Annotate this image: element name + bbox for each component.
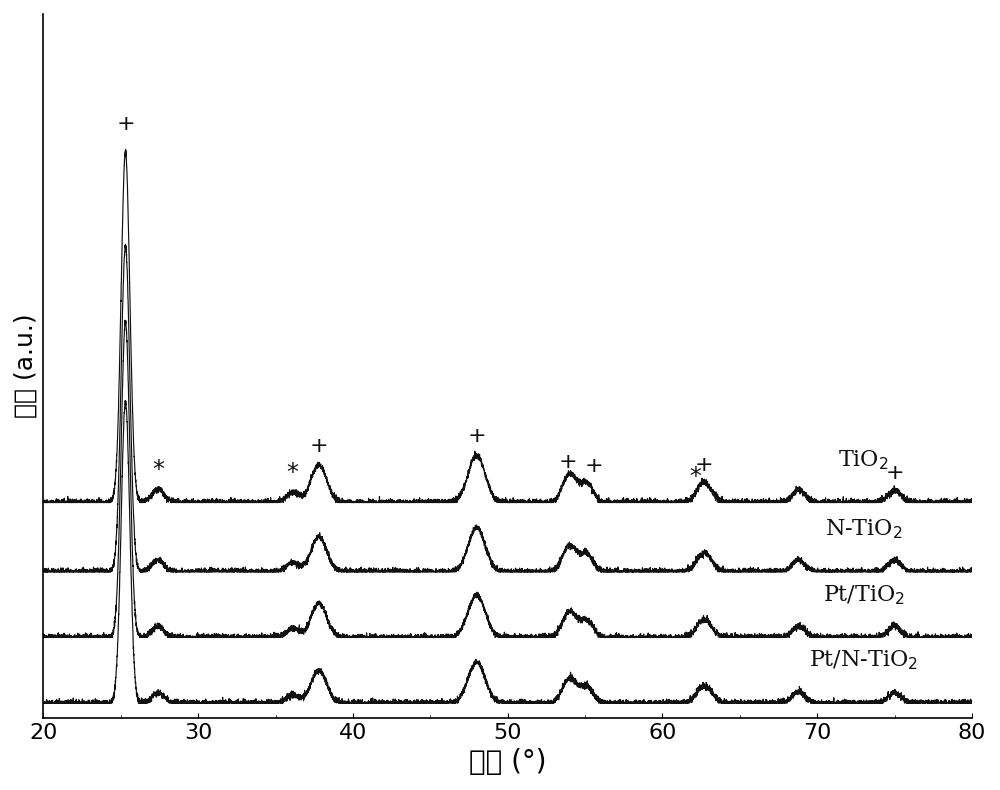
Text: Pt/TiO$_2$: Pt/TiO$_2$ — [823, 583, 905, 607]
Text: +: + — [885, 463, 904, 483]
Text: TiO$_2$: TiO$_2$ — [838, 448, 889, 472]
Text: *: * — [152, 458, 164, 482]
Text: +: + — [116, 115, 135, 134]
Text: +: + — [467, 427, 486, 446]
Text: Pt/N-TiO$_2$: Pt/N-TiO$_2$ — [809, 649, 918, 672]
Text: +: + — [695, 455, 714, 475]
Text: *: * — [287, 461, 299, 485]
Text: +: + — [585, 457, 604, 476]
Text: +: + — [310, 436, 328, 456]
Text: *: * — [689, 465, 701, 490]
Text: N-TiO$_2$: N-TiO$_2$ — [825, 517, 902, 541]
X-axis label: 角度 (°): 角度 (°) — [469, 748, 546, 776]
Text: +: + — [559, 452, 577, 472]
Y-axis label: 强度 (a.u.): 强度 (a.u.) — [14, 314, 38, 418]
